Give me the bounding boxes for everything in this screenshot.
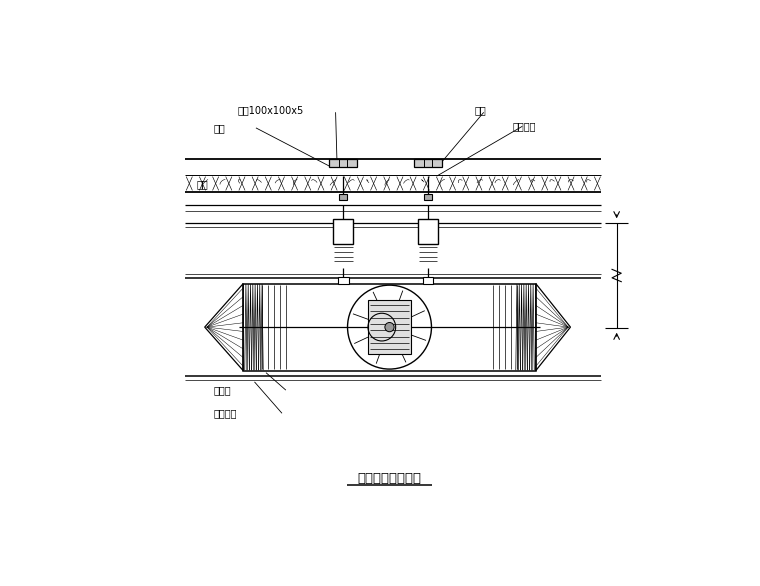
Text: 通钩吊架: 通钩吊架 (513, 121, 537, 131)
Text: 轴流风机: 轴流风机 (214, 408, 237, 418)
Text: 埋管: 埋管 (214, 123, 226, 133)
Bar (340, 195, 347, 200)
Bar (243, 284, 536, 370)
Text: 钢角100x100x5: 钢角100x100x5 (237, 105, 303, 115)
Bar (414, 159, 442, 168)
Text: 软接管: 软接管 (214, 385, 232, 395)
Text: 轴流风机安装详图: 轴流风机安装详图 (357, 472, 422, 485)
Bar (423, 277, 433, 284)
Bar (329, 159, 357, 168)
Bar (338, 277, 349, 284)
Circle shape (385, 322, 394, 332)
Bar (334, 219, 353, 244)
Text: 吊接: 吊接 (474, 105, 486, 115)
Bar (424, 195, 432, 200)
Bar (369, 300, 410, 354)
Text: 楼板: 楼板 (197, 179, 209, 189)
Bar (418, 219, 438, 244)
